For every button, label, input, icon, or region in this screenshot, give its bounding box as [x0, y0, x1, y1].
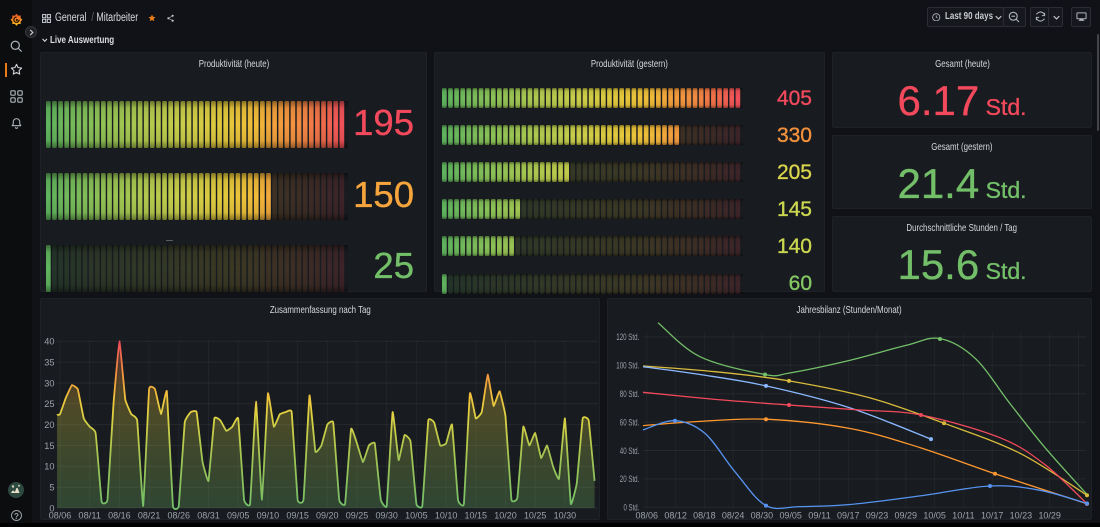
svg-text:10: 10 — [44, 462, 54, 472]
svg-text:08/31: 08/31 — [197, 511, 220, 521]
svg-text:40: 40 — [44, 337, 54, 347]
svg-text:10/15: 10/15 — [465, 511, 488, 521]
svg-text:09/17: 09/17 — [837, 511, 860, 521]
svg-text:10/29: 10/29 — [1038, 511, 1061, 521]
svg-text:10/25: 10/25 — [524, 511, 547, 521]
svg-text:40 Std.: 40 Std. — [620, 446, 640, 456]
svg-text:08/21: 08/21 — [138, 511, 161, 521]
svg-text:08/26: 08/26 — [168, 511, 191, 521]
svg-text:10/10: 10/10 — [435, 511, 458, 521]
svg-text:10/05: 10/05 — [923, 511, 946, 521]
svg-text:15: 15 — [44, 441, 54, 451]
svg-text:35: 35 — [44, 357, 54, 367]
svg-text:09/20: 09/20 — [316, 511, 339, 521]
svg-text:09/25: 09/25 — [346, 511, 369, 521]
svg-text:5: 5 — [49, 483, 54, 493]
svg-text:20 Std.: 20 Std. — [620, 474, 640, 484]
svg-text:10/20: 10/20 — [494, 511, 517, 521]
svg-text:08/18: 08/18 — [693, 511, 716, 521]
svg-text:60 Std.: 60 Std. — [620, 417, 640, 427]
svg-text:09/30: 09/30 — [375, 511, 398, 521]
svg-text:120 Std.: 120 Std. — [616, 332, 639, 342]
svg-text:08/06: 08/06 — [49, 511, 72, 521]
svg-text:10/17: 10/17 — [981, 511, 1004, 521]
svg-text:09/11: 09/11 — [808, 511, 831, 521]
svg-text:80 Std.: 80 Std. — [620, 389, 640, 399]
svg-text:08/16: 08/16 — [108, 511, 130, 521]
svg-text:09/05: 09/05 — [779, 511, 802, 521]
svg-text:20: 20 — [44, 420, 54, 430]
svg-text:100 Std.: 100 Std. — [616, 361, 639, 371]
svg-text:09/05: 09/05 — [227, 511, 250, 521]
svg-text:0: 0 — [49, 503, 54, 513]
svg-text:08/30: 08/30 — [751, 511, 774, 521]
svg-text:08/06: 08/06 — [636, 511, 659, 521]
svg-text:09/29: 09/29 — [895, 511, 918, 521]
svg-text:08/12: 08/12 — [664, 511, 687, 521]
svg-text:30: 30 — [44, 378, 54, 388]
svg-text:10/11: 10/11 — [952, 511, 975, 521]
svg-text:09/10: 09/10 — [257, 511, 280, 521]
svg-text:10/05: 10/05 — [405, 511, 428, 521]
svg-text:08/24: 08/24 — [722, 511, 745, 521]
svg-text:09/15: 09/15 — [286, 511, 309, 521]
svg-text:0 Std.: 0 Std. — [624, 503, 640, 513]
svg-text:10/30: 10/30 — [554, 511, 577, 521]
svg-text:10/23: 10/23 — [1010, 511, 1033, 521]
svg-text:08/11: 08/11 — [78, 511, 101, 521]
svg-text:09/23: 09/23 — [866, 511, 889, 521]
svg-text:25: 25 — [44, 399, 54, 409]
